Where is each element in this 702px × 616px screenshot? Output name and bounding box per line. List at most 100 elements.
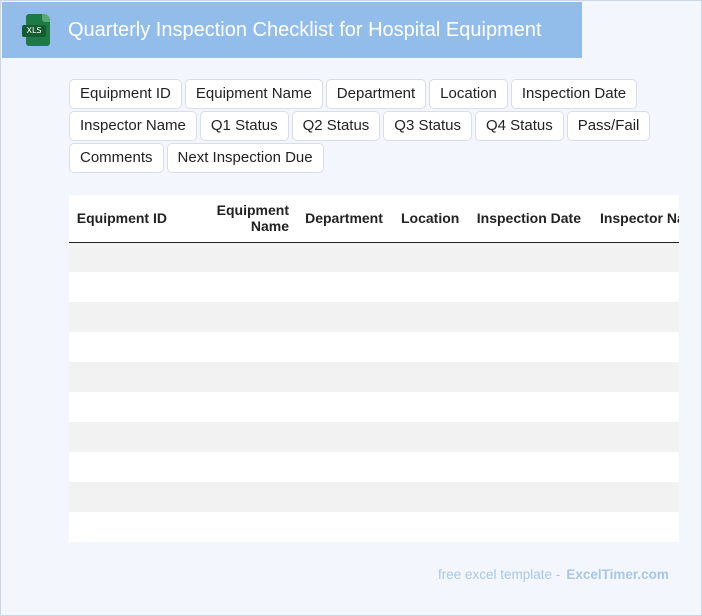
table-row (69, 452, 679, 482)
footer-credit: free excel template - ExcelTimer.com (438, 567, 669, 582)
table-cell[interactable] (391, 302, 467, 332)
table-cell[interactable] (69, 392, 175, 422)
table-cell[interactable] (391, 362, 467, 392)
table-cell[interactable] (297, 362, 391, 392)
column-chip-q4-status[interactable]: Q4 Status (475, 111, 564, 141)
table-cell[interactable] (69, 482, 175, 512)
column-chip-list: Equipment ID Equipment Name Department L… (69, 79, 669, 173)
column-chip-comments[interactable]: Comments (69, 143, 164, 173)
table-row (69, 272, 679, 302)
table-cell[interactable] (391, 392, 467, 422)
title-bar: XLS Quarterly Inspection Checklist for H… (2, 2, 582, 58)
table-cell[interactable] (175, 332, 297, 362)
checklist-table: Equipment ID Equipment Name Department L… (69, 195, 679, 542)
table-cell[interactable] (391, 272, 467, 302)
table-cell[interactable] (589, 242, 679, 272)
table-cell[interactable] (297, 242, 391, 272)
column-header-inspection-date[interactable]: Inspection Date (467, 195, 589, 243)
table-cell[interactable] (175, 422, 297, 452)
footer-site-link[interactable]: ExcelTimer.com (566, 567, 669, 582)
checklist-table-container[interactable]: Equipment ID Equipment Name Department L… (69, 195, 679, 542)
table-cell[interactable] (297, 422, 391, 452)
table-cell[interactable] (391, 332, 467, 362)
column-header-inspector-name[interactable]: Inspector Name (589, 195, 679, 243)
table-cell[interactable] (69, 332, 175, 362)
table-cell[interactable] (297, 512, 391, 542)
table-cell[interactable] (175, 512, 297, 542)
table-cell[interactable] (175, 482, 297, 512)
table-cell[interactable] (297, 272, 391, 302)
table-cell[interactable] (297, 332, 391, 362)
column-header-equipment-id[interactable]: Equipment ID (69, 195, 175, 243)
table-cell[interactable] (391, 512, 467, 542)
column-chip-q3-status[interactable]: Q3 Status (383, 111, 472, 141)
table-cell[interactable] (467, 332, 589, 362)
table-cell[interactable] (175, 452, 297, 482)
table-cell[interactable] (297, 302, 391, 332)
table-cell[interactable] (297, 452, 391, 482)
table-row (69, 362, 679, 392)
column-chip-department[interactable]: Department (325, 79, 427, 109)
table-cell[interactable] (69, 242, 175, 272)
column-chip-q1-status[interactable]: Q1 Status (199, 111, 289, 141)
table-cell[interactable] (467, 422, 589, 452)
column-header-location[interactable]: Location (391, 195, 467, 243)
table-cell[interactable] (69, 452, 175, 482)
table-cell[interactable] (589, 422, 679, 452)
footer-prefix: free excel template - (438, 567, 561, 582)
table-cell[interactable] (69, 422, 175, 452)
table-cell[interactable] (467, 452, 589, 482)
table-cell[interactable] (589, 512, 679, 542)
table-header-row: Equipment ID Equipment Name Department L… (69, 195, 679, 243)
table-row (69, 392, 679, 422)
table-row (69, 482, 679, 512)
table-cell[interactable] (69, 272, 175, 302)
table-cell[interactable] (297, 392, 391, 422)
table-cell[interactable] (589, 302, 679, 332)
table-cell[interactable] (175, 392, 297, 422)
table-cell[interactable] (175, 242, 297, 272)
table-cell[interactable] (467, 362, 589, 392)
table-cell[interactable] (467, 512, 589, 542)
table-cell[interactable] (467, 482, 589, 512)
table-row (69, 332, 679, 362)
table-row (69, 302, 679, 332)
column-chip-inspector-name[interactable]: Inspector Name (69, 111, 197, 141)
table-cell[interactable] (589, 332, 679, 362)
table-cell[interactable] (391, 422, 467, 452)
table-cell[interactable] (391, 242, 467, 272)
table-cell[interactable] (175, 272, 297, 302)
column-chip-pass-fail[interactable]: Pass/Fail (566, 111, 651, 141)
table-cell[interactable] (391, 452, 467, 482)
column-chip-next-inspection-due[interactable]: Next Inspection Due (166, 143, 324, 173)
table-cell[interactable] (175, 302, 297, 332)
xls-file-icon-label: XLS (22, 25, 46, 37)
column-header-department[interactable]: Department (297, 195, 391, 243)
table-cell[interactable] (467, 392, 589, 422)
table-cell[interactable] (69, 362, 175, 392)
table-cell[interactable] (69, 302, 175, 332)
column-chip-q2-status[interactable]: Q2 Status (291, 111, 381, 141)
table-cell[interactable] (589, 482, 679, 512)
table-cell[interactable] (297, 482, 391, 512)
table-cell[interactable] (589, 272, 679, 302)
xls-file-icon: XLS (22, 14, 50, 46)
column-chip-equipment-id[interactable]: Equipment ID (69, 79, 182, 109)
xls-file-icon-fold (42, 14, 50, 22)
table-cell[interactable] (467, 302, 589, 332)
table-cell[interactable] (69, 512, 175, 542)
column-header-equipment-name[interactable]: Equipment Name (175, 195, 297, 243)
column-chip-inspection-date[interactable]: Inspection Date (510, 79, 638, 109)
table-cell[interactable] (391, 482, 467, 512)
table-cell[interactable] (589, 452, 679, 482)
table-cell[interactable] (467, 242, 589, 272)
table-row (69, 422, 679, 452)
table-cell[interactable] (589, 392, 679, 422)
column-chip-equipment-name[interactable]: Equipment Name (184, 79, 323, 109)
column-chip-location[interactable]: Location (429, 79, 508, 109)
table-row (69, 512, 679, 542)
table-cell[interactable] (467, 272, 589, 302)
table-cell[interactable] (175, 362, 297, 392)
table-cell[interactable] (589, 362, 679, 392)
